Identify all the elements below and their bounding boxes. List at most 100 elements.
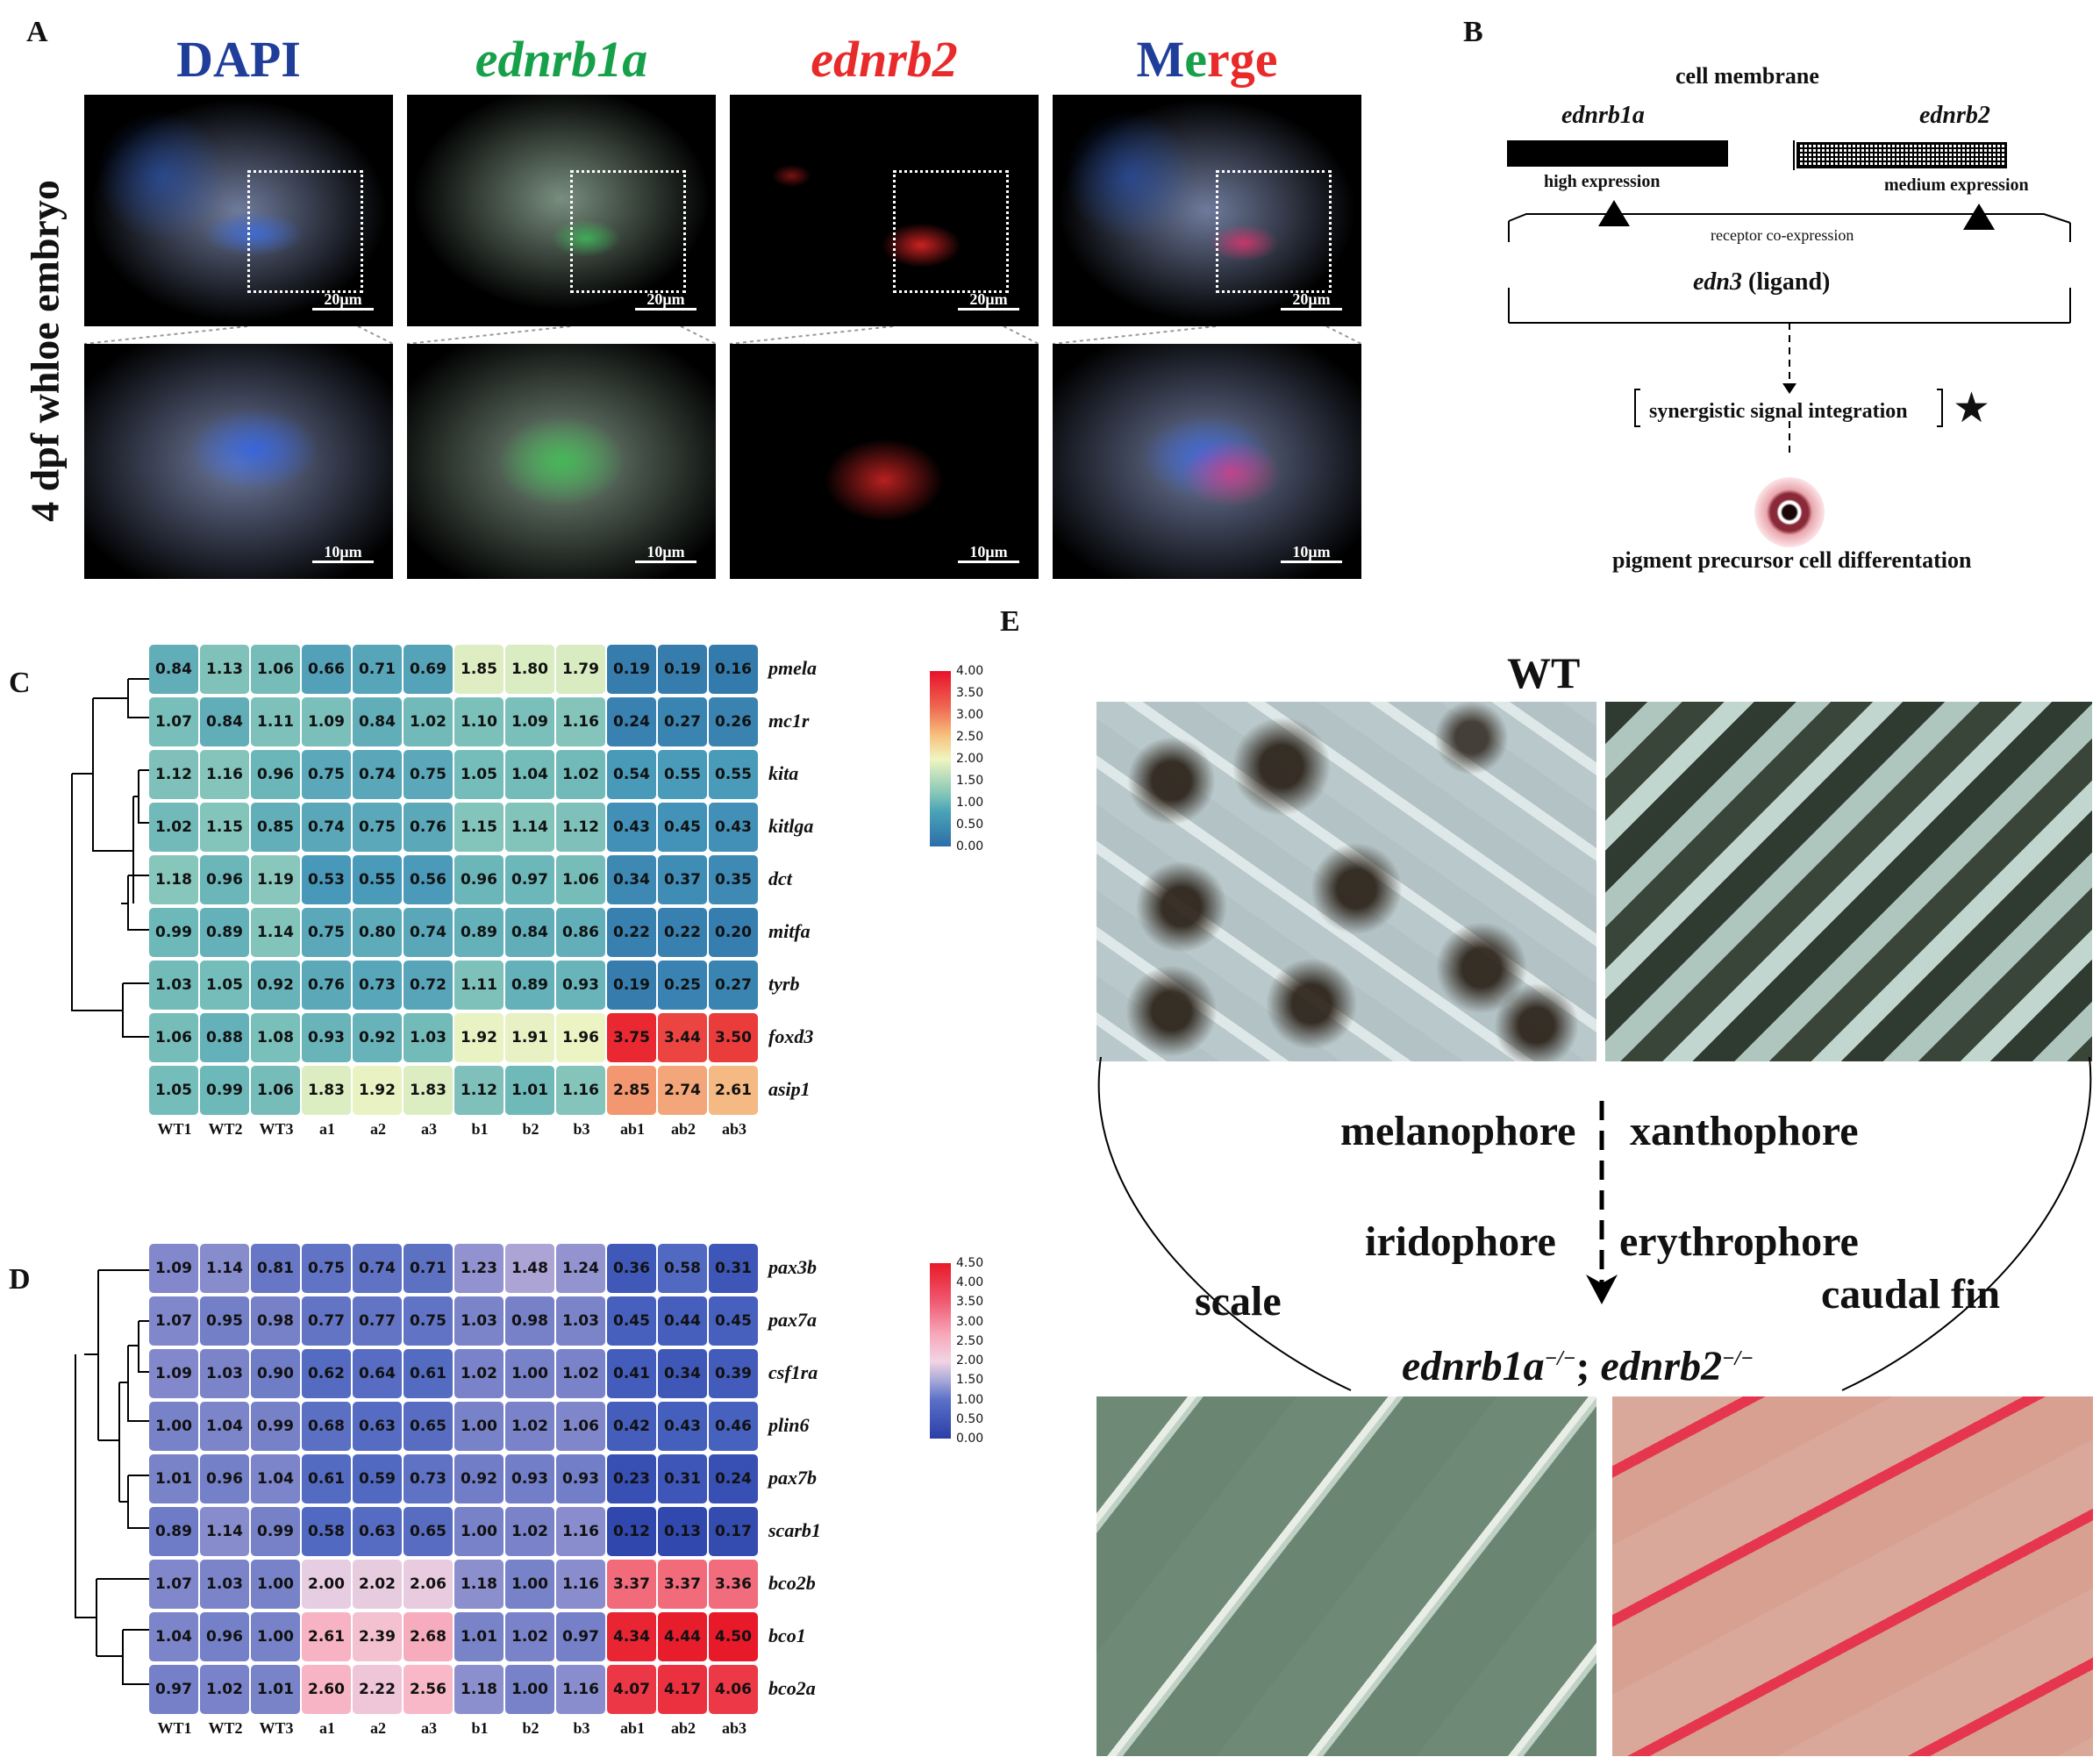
heatmap-cell: 4.17 (658, 1665, 707, 1714)
column-label: WT3 (259, 1120, 294, 1138)
heatmap-cell: 1.16 (556, 1665, 605, 1714)
expr1-label: high expression (1544, 172, 1661, 191)
heatmap-cell: 0.22 (658, 908, 707, 957)
heatmap-cell: 0.31 (658, 1454, 707, 1503)
heatmap-cell: 0.20 (709, 908, 758, 957)
row-label: bco1 (768, 1625, 806, 1646)
row-label: dct (768, 868, 792, 889)
heatmap-cell: 1.00 (454, 1507, 504, 1556)
heatmap-cell: 0.95 (200, 1296, 249, 1346)
iridophore-label: iridophore (1365, 1218, 1556, 1265)
heatmap-cell: 2.22 (353, 1665, 402, 1714)
heatmap-cell: 0.93 (556, 1454, 605, 1503)
colorbar-tick: 2.00 (956, 752, 984, 766)
heatmap-cell: 0.98 (251, 1296, 300, 1346)
receptor2-bar (1796, 142, 2007, 168)
colorbar-tick: 4.50 (956, 1256, 984, 1270)
heatmap-cell: 1.06 (556, 1402, 605, 1451)
panel-label-a: A (26, 16, 48, 48)
heatmap-cell: 0.58 (658, 1244, 707, 1293)
heatmap-cell: 0.37 (658, 855, 707, 904)
synergy-label: synergistic signal integration (1649, 400, 1908, 423)
heatmap-cell: 1.07 (149, 697, 198, 746)
heatmap-cell: 0.45 (709, 1296, 758, 1346)
row-label: bco2a (768, 1677, 816, 1699)
heatmap-cell: 0.75 (302, 1244, 351, 1293)
zoom-box (1216, 170, 1332, 293)
heatmap-cell: 0.26 (709, 697, 758, 746)
heatmap-cell: 0.99 (251, 1507, 300, 1556)
heatmap-cell: 0.55 (353, 855, 402, 904)
heatmap-cell: 0.99 (149, 908, 198, 957)
heatmap-cell: 0.65 (404, 1507, 453, 1556)
heatmap-cell: 1.16 (556, 1066, 605, 1115)
heatmap-cell: 1.79 (556, 645, 605, 694)
heatmap-cell: 1.06 (251, 645, 300, 694)
dendrogram-d (75, 1269, 149, 1685)
heatmap-cell: 1.00 (251, 1612, 300, 1661)
colorbar-tick: 1.00 (956, 1392, 984, 1407)
xanthophore-label: xanthophore (1630, 1108, 1859, 1154)
heatmap-cell: 0.61 (404, 1349, 453, 1398)
heatmap-cell: 0.54 (607, 750, 656, 799)
expr2-label: medium expression (1884, 175, 2029, 195)
heatmap-cell: 0.63 (353, 1507, 402, 1556)
heatmap-cell: 0.58 (302, 1507, 351, 1556)
heatmap-cell: 1.11 (454, 961, 504, 1010)
heatmap-cell: 1.06 (251, 1066, 300, 1115)
row-label: mitfa (768, 920, 811, 942)
heatmap-cell: 0.97 (556, 1612, 605, 1661)
panel-label-b: B (1463, 16, 1483, 48)
heatmap-cell: 0.35 (709, 855, 758, 904)
column-label: a1 (319, 1719, 335, 1737)
caudal-fin-label: caudal fin (1821, 1271, 2001, 1318)
heatmap-cell: 1.16 (556, 697, 605, 746)
heatmap-cell: 2.61 (709, 1066, 758, 1115)
heatmap-cell: 1.13 (200, 645, 249, 694)
heatmap-cell: 1.02 (505, 1402, 554, 1451)
heatmap-cell: 0.89 (505, 961, 554, 1010)
heatmap-cell: 0.19 (607, 645, 656, 694)
heatmap-cell: 0.39 (709, 1349, 758, 1398)
heatmap-cell: 0.36 (607, 1244, 656, 1293)
cell-membrane-label: cell membrane (1675, 63, 1819, 89)
column-label: b1 (471, 1719, 489, 1737)
scale-bar: 10μm (958, 543, 1019, 563)
heatmap-cell: 0.65 (404, 1402, 453, 1451)
heatmap-cell: 1.06 (149, 1013, 198, 1062)
heatmap-cell: 1.16 (556, 1507, 605, 1556)
heatmap-cell: 1.12 (454, 1066, 504, 1115)
cell-icon (1754, 477, 1825, 547)
heatmap-cell: 1.00 (454, 1402, 504, 1451)
heatmap-cell: 0.59 (353, 1454, 402, 1503)
column-label: a2 (370, 1120, 386, 1138)
heatmap-cell: 1.01 (454, 1612, 504, 1661)
heatmap-cell: 0.71 (353, 645, 402, 694)
heatmap-cell: 0.96 (251, 750, 300, 799)
colorbar-tick: 0.00 (956, 1432, 984, 1446)
heatmap-cell: 1.02 (505, 1507, 554, 1556)
heatmap-cell: 0.27 (709, 961, 758, 1010)
heatmap-cell: 0.98 (505, 1296, 554, 1346)
scale-bar: 20μm (312, 290, 374, 311)
heatmap-cell: 1.05 (454, 750, 504, 799)
heatmap-cell: 2.39 (353, 1612, 402, 1661)
heatmap-cell: 1.10 (454, 697, 504, 746)
row-label: bco2b (768, 1572, 816, 1594)
row-label: asip1 (768, 1078, 811, 1100)
heatmap-cell: 0.75 (302, 908, 351, 957)
heatmap-cell: 0.99 (251, 1402, 300, 1451)
heatmap-cell: 1.92 (353, 1066, 402, 1115)
heatmap-cell: 1.11 (251, 697, 300, 746)
triangle-marker-2 (1963, 204, 1995, 230)
heatmap-cell: 1.07 (149, 1296, 198, 1346)
heatmap-cell: 0.34 (658, 1349, 707, 1398)
signal-diagram (1508, 200, 2071, 454)
heatmap-cell: 1.15 (200, 803, 249, 852)
heatmap-cell: 2.74 (658, 1066, 707, 1115)
heatmap-cell: 1.05 (149, 1066, 198, 1115)
heatmap-cell: 1.09 (302, 697, 351, 746)
heatmap-cell: 1.02 (505, 1612, 554, 1661)
heatmap-cell: 1.04 (251, 1454, 300, 1503)
panel-label-d: D (9, 1263, 31, 1296)
